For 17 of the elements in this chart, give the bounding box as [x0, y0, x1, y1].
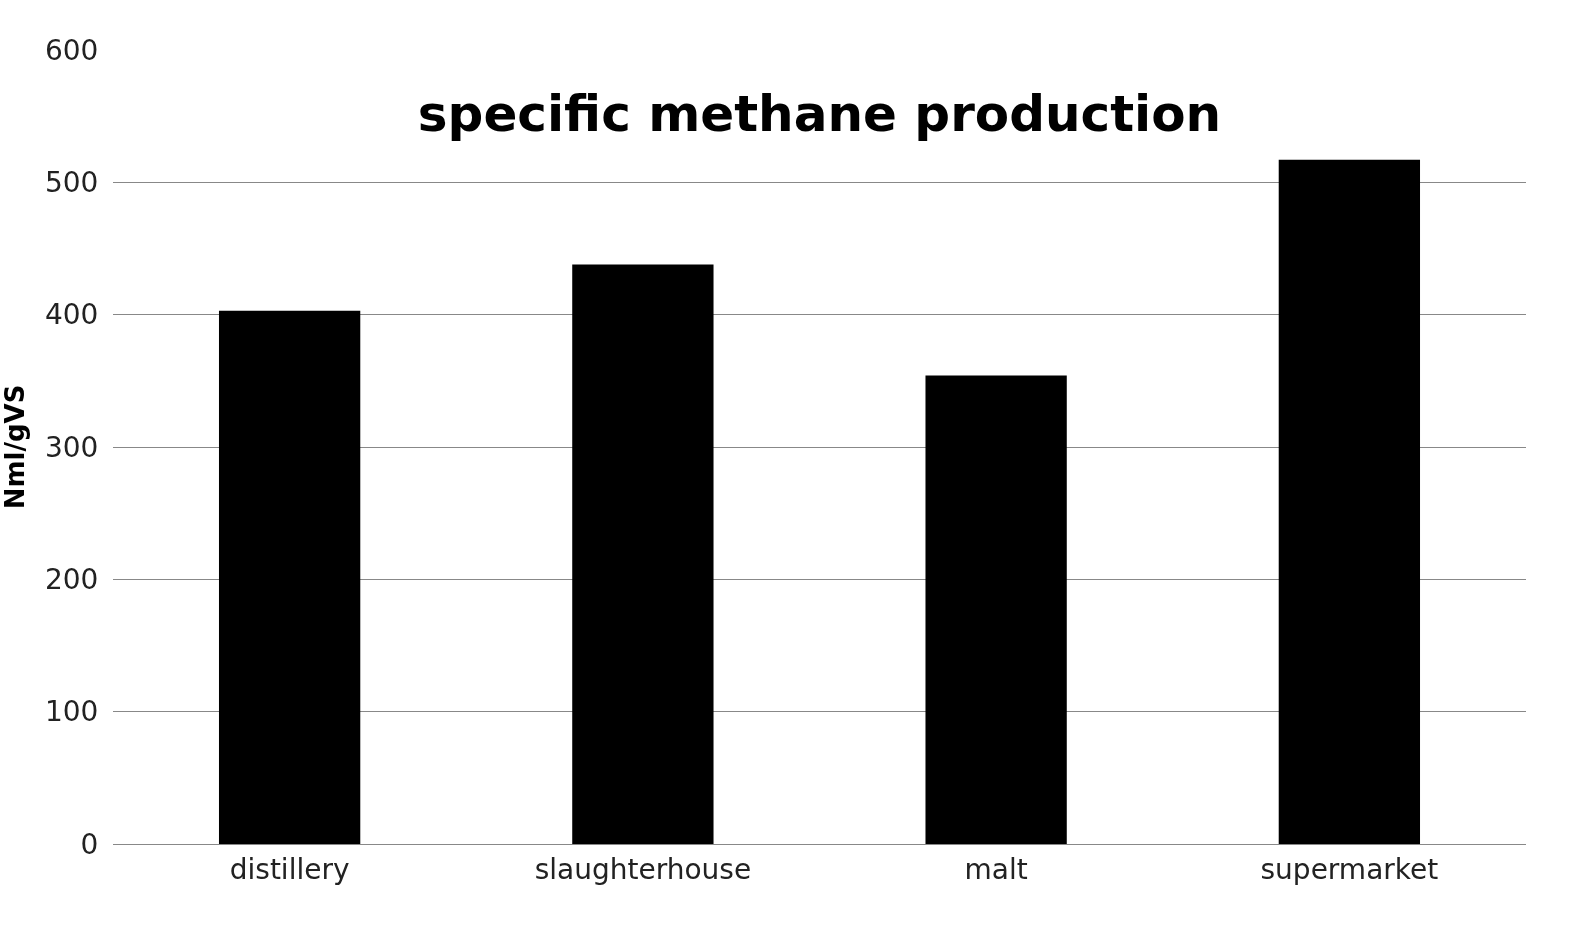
- x-tick-label: malt: [964, 852, 1028, 886]
- y-tick-label: 300: [44, 430, 99, 464]
- x-tick-label: supermarket: [1260, 852, 1439, 886]
- y-tick-label: 0: [80, 827, 99, 861]
- y-tick-label: 500: [44, 166, 99, 200]
- y-tick-label: 100: [44, 695, 99, 729]
- bar: [1278, 159, 1421, 844]
- x-tick-label: slaughterhouse: [534, 852, 752, 886]
- bar: [572, 264, 714, 844]
- y-tick-label: 600: [44, 33, 99, 67]
- text: specific methane production: [417, 84, 1222, 143]
- y-tick-label: 200: [44, 563, 99, 597]
- x-tick-label: distillery: [229, 852, 350, 886]
- bar: [218, 310, 361, 844]
- bar: [925, 375, 1067, 844]
- y-axis-title: Nml/gVS: [0, 384, 30, 510]
- y-tick-label: 400: [44, 298, 99, 332]
